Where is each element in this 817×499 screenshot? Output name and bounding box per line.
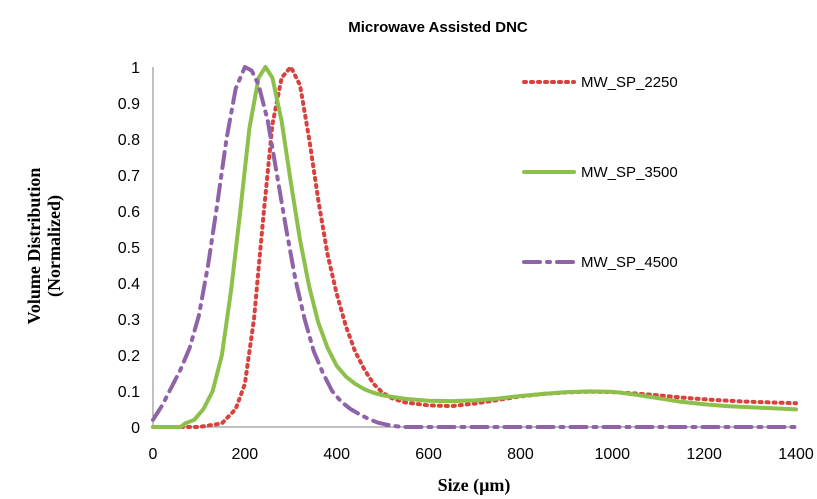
x-tick-label: 1400 bbox=[778, 446, 814, 463]
y-tick-label: 0.8 bbox=[118, 132, 140, 149]
series-line-3 bbox=[151, 65, 798, 429]
legend-label-1: MW_SP_2250 bbox=[581, 74, 678, 91]
y-tick-label: 0 bbox=[131, 420, 140, 437]
legend-label-3: MW_SP_4500 bbox=[581, 254, 678, 271]
y-tick-label: 0.2 bbox=[118, 348, 140, 365]
x-tick-label: 200 bbox=[232, 446, 259, 463]
y-tick-label: 0.9 bbox=[118, 96, 140, 113]
series-line-2 bbox=[151, 65, 798, 429]
x-tick-label: 800 bbox=[507, 446, 534, 463]
y-axis-title: Volume Distribution (Normalized) bbox=[24, 168, 65, 325]
y-tick-labels: 0 0.1 0.2 0.3 0.4 0.5 0.6 0.7 0.8 0.9 1 bbox=[118, 60, 140, 437]
x-tick-label: 1000 bbox=[594, 446, 630, 463]
y-axis-title-line-1: Volume Distribution bbox=[24, 168, 44, 325]
y-tick-label: 0.1 bbox=[118, 384, 140, 401]
x-axis-title: Size (µm) bbox=[438, 475, 511, 496]
series-line-1 bbox=[151, 65, 798, 429]
series-layer bbox=[151, 65, 798, 429]
y-tick-label: 0.4 bbox=[118, 276, 140, 293]
legend-label-2: MW_SP_3500 bbox=[581, 164, 678, 181]
chart-title: Microwave Assisted DNC bbox=[348, 19, 528, 36]
x-tick-label: 1200 bbox=[686, 446, 722, 463]
y-tick-label: 0.3 bbox=[118, 312, 140, 329]
legend: MW_SP_2250 MW_SP_3500 MW_SP_4500 bbox=[522, 74, 678, 271]
y-tick-label: 1 bbox=[131, 60, 140, 77]
y-axis-title-line-2: (Normalized) bbox=[44, 195, 65, 297]
x-tick-label: 0 bbox=[149, 446, 158, 463]
y-tick-label: 0.5 bbox=[118, 240, 140, 257]
x-tick-label: 600 bbox=[415, 446, 442, 463]
x-tick-label: 400 bbox=[323, 446, 350, 463]
x-tick-labels: 0 200 400 600 800 1000 1200 1400 bbox=[149, 446, 814, 463]
y-tick-label: 0.6 bbox=[118, 204, 140, 221]
y-tick-label: 0.7 bbox=[118, 168, 140, 185]
